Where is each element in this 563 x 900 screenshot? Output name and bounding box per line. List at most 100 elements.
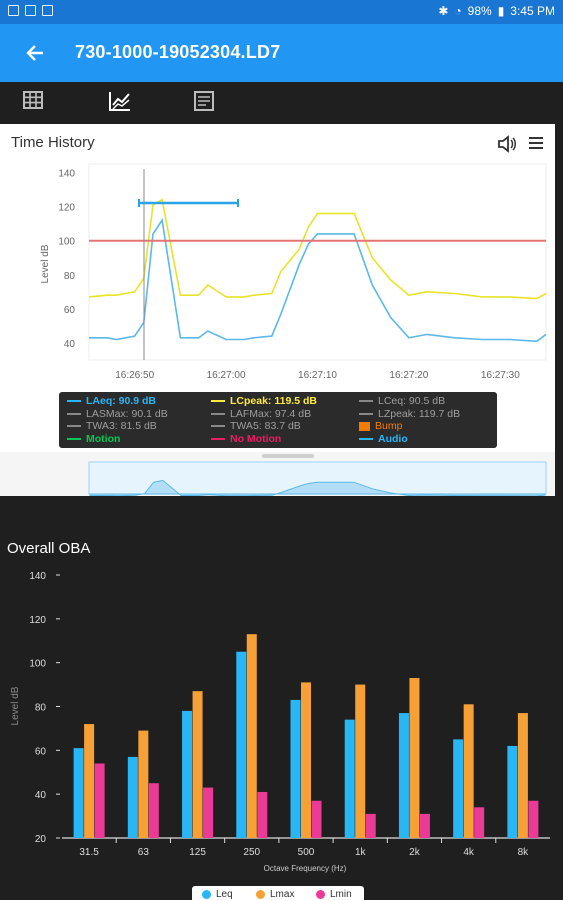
bluetooth-icon: ✱	[438, 4, 449, 18]
speaker-icon[interactable]	[497, 134, 517, 154]
oba-bar-lmin[interactable]	[203, 787, 214, 838]
oba-y-tick: 20	[35, 834, 47, 845]
oba-bar-lmin[interactable]	[419, 813, 430, 838]
oba-bar-leq[interactable]	[73, 748, 84, 838]
clock: 3:45 PM	[510, 4, 555, 18]
oba-x-tick: 2k	[409, 847, 421, 858]
oba-bar-lmax[interactable]	[517, 713, 528, 838]
oba-bar-lmin[interactable]	[148, 783, 159, 838]
oba-bar-leq[interactable]	[127, 756, 138, 838]
th-series-laeq	[89, 218, 547, 343]
tab-chart[interactable]	[108, 90, 132, 112]
legend-swatch	[67, 412, 81, 415]
menu-icon[interactable]	[527, 134, 545, 152]
time-history-title: Time History	[11, 134, 95, 151]
legend-item[interactable]: TWA5: 83.7 dB	[211, 420, 301, 432]
oba-y-tick: 80	[35, 703, 47, 714]
oba-title: Overall OBA	[7, 540, 91, 557]
time-history-chart[interactable]: Level dB 140 120 100 80 60 40 16:26:50 16:27:0…	[0, 124, 555, 496]
legend-swatch	[211, 437, 225, 440]
oba-bar-leq[interactable]	[398, 713, 409, 838]
leq-swatch	[202, 890, 211, 899]
oba-y-tick: 120	[29, 615, 46, 626]
lmax-swatch	[256, 890, 265, 899]
legend-label: LASMax: 90.1 dB	[86, 407, 168, 420]
oba-bar-lmax[interactable]	[463, 704, 474, 838]
legend-leq[interactable]: Leq	[202, 889, 233, 900]
oba-bar-leq[interactable]	[344, 719, 355, 838]
legend-label: LCpeak: 119.5 dB	[230, 395, 317, 407]
oba-chart[interactable]: Level dB Octave Frequency (Hz) 140 120 100…	[0, 560, 563, 890]
tab-table[interactable]	[22, 90, 46, 112]
th-y-tick: 120	[58, 203, 75, 214]
gallery-icon	[8, 5, 19, 16]
legend-label: LCeq: 90.5 dB	[378, 395, 446, 407]
legend-swatch	[67, 425, 81, 427]
legend-item[interactable]: Bump	[359, 420, 402, 432]
th-x-tick: 16:27:30	[481, 370, 520, 381]
oba-bar-lmax[interactable]	[301, 682, 311, 838]
battery-icon: ▮	[497, 4, 505, 18]
legend-item[interactable]: Motion	[67, 433, 120, 445]
drag-handle[interactable]	[262, 454, 314, 458]
oba-y-tick: 40	[35, 790, 47, 801]
legend-item[interactable]: LASMax: 90.1 dB	[67, 408, 168, 420]
tab-bar	[0, 82, 563, 120]
report-icon	[194, 91, 214, 111]
tab-report[interactable]	[193, 90, 217, 112]
oba-bar-leq[interactable]	[182, 710, 193, 838]
oba-bar-lmax[interactable]	[246, 634, 257, 838]
oba-bar-leq[interactable]	[507, 745, 518, 838]
oba-bar-lmin[interactable]	[528, 800, 539, 838]
oba-bar-lmin[interactable]	[94, 763, 105, 838]
legend-leq-label: Leq	[216, 889, 233, 900]
legend-label: No Motion	[230, 432, 282, 445]
oba-bar-lmin[interactable]	[365, 813, 376, 838]
oba-y-axis-label: Level dB	[10, 686, 21, 725]
oba-x-tick: 4k	[463, 847, 475, 858]
back-arrow-icon[interactable]	[20, 38, 50, 68]
oba-bar-lmin[interactable]	[474, 807, 485, 838]
time-history-panel: Time History Level dB 140 120 100 80 60 40 16…	[0, 124, 555, 496]
legend-label: TWA5: 83.7 dB	[230, 420, 301, 432]
oba-bar-leq[interactable]	[290, 699, 301, 838]
oba-y-tick: 140	[29, 571, 46, 582]
legend-label: TWA3: 81.5 dB	[86, 420, 157, 432]
oba-bar-lmax[interactable]	[192, 691, 203, 838]
oba-bar-lmax[interactable]	[409, 678, 420, 838]
legend-item[interactable]: LCpeak: 119.5 dB	[211, 395, 317, 407]
time-history-legend: LAeq: 90.9 dB LCpeak: 119.5 dB LCeq: 90.5 …	[59, 392, 497, 448]
legend-lmin-label: Lmin	[330, 889, 352, 900]
oba-bar-leq[interactable]	[236, 651, 247, 838]
legend-item[interactable]: TWA3: 81.5 dB	[67, 420, 157, 432]
legend-item[interactable]: LAFMax: 97.4 dB	[211, 408, 311, 420]
oba-bar-lmin[interactable]	[311, 800, 322, 838]
table-icon	[23, 91, 43, 109]
legend-item[interactable]: Audio	[359, 433, 408, 445]
oba-y-tick: 100	[29, 659, 46, 670]
overview-navigator[interactable]	[0, 452, 555, 496]
oba-bar-lmax[interactable]	[84, 724, 95, 838]
legend-swatch	[211, 412, 225, 415]
legend-item[interactable]: LZpeak: 119.7 dB	[359, 408, 460, 420]
oba-bar-lmax[interactable]	[138, 730, 149, 838]
legend-item[interactable]: LCeq: 90.5 dB	[359, 395, 445, 407]
oba-x-tick: 63	[138, 847, 150, 858]
th-x-tick: 16:27:00	[207, 370, 246, 381]
oba-bar-leq[interactable]	[453, 739, 464, 838]
oba-bar-lmin[interactable]	[257, 791, 268, 838]
oba-bar-lmax[interactable]	[355, 684, 366, 838]
th-y-tick: 140	[58, 169, 75, 180]
selection-marker[interactable]	[138, 199, 239, 207]
system-icons: ✱ ◔ 98% ▮ 3:45 PM	[438, 4, 555, 18]
battery-percent: 98%	[467, 4, 492, 18]
legend-item[interactable]: No Motion	[211, 433, 281, 445]
legend-item[interactable]: LAeq: 90.9 dB	[67, 395, 156, 407]
legend-lmin[interactable]: Lmin	[316, 889, 352, 900]
legend-swatch	[67, 437, 81, 440]
oba-x-axis-label: Octave Frequency (Hz)	[264, 864, 347, 873]
status-bar: ✱ ◔ 98% ▮ 3:45 PM	[0, 0, 563, 24]
lmin-swatch	[316, 890, 325, 899]
oba-legend: Leq Lmax Lmin	[192, 886, 364, 900]
legend-lmax[interactable]: Lmax	[256, 889, 294, 900]
